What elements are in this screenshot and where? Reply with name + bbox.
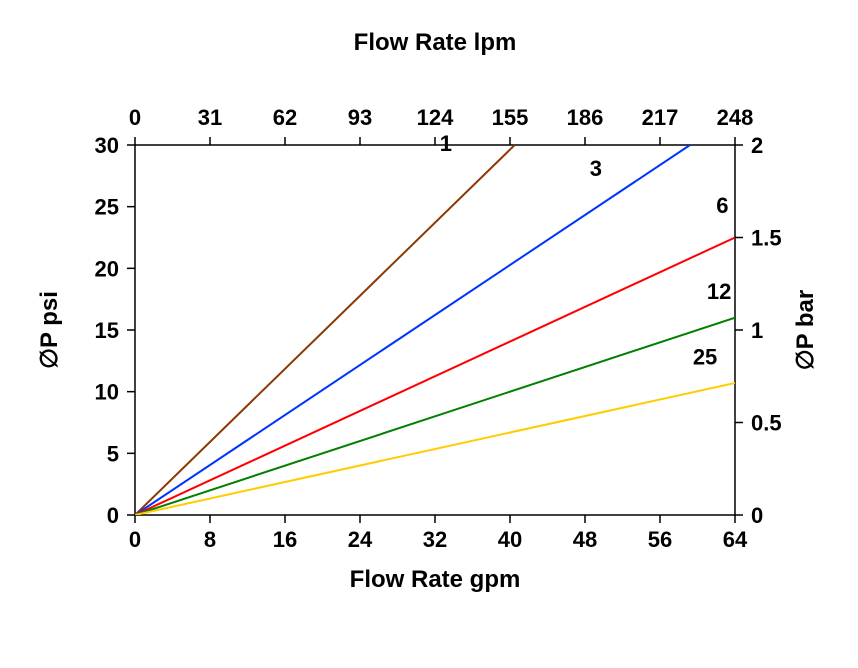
x-bottom-tick-label: 16 [273,527,297,552]
x-top-tick-label: 186 [567,105,604,130]
x-top-tick-label: 93 [348,105,372,130]
y-left-tick-label: 10 [95,380,119,405]
y-left-tick-label: 25 [95,195,119,220]
y-right-tick-label: 0 [751,503,763,528]
series-label-6: 6 [716,193,728,218]
y-left-tick-label: 0 [107,503,119,528]
y-left-tick-label: 15 [95,318,119,343]
x-bottom-tick-label: 32 [423,527,447,552]
x-bottom-tick-label: 48 [573,527,597,552]
y-right-tick-label: 1.5 [751,226,782,251]
y-left-title: ∅P psi [36,291,63,369]
y-right-title: ∅P bar [792,290,819,371]
x-top-tick-label: 31 [198,105,222,130]
series-label-1: 1 [440,131,452,156]
x-bottom-tick-label: 24 [348,527,373,552]
y-right-tick-label: 1 [751,318,763,343]
y-left-tick-label: 5 [107,441,119,466]
x-bottom-tick-label: 8 [204,527,216,552]
x-top-tick-label: 0 [129,105,141,130]
x-top-tick-label: 248 [717,105,754,130]
x-top-tick-label: 62 [273,105,297,130]
x-top-tick-label: 124 [417,105,454,130]
x-bottom-tick-label: 64 [723,527,748,552]
pressure-vs-flow-chart: 0816243240485664031629312415518621724805… [0,0,858,668]
x-bottom-tick-label: 56 [648,527,672,552]
x-bottom-tick-label: 40 [498,527,522,552]
series-label-12: 12 [707,279,731,304]
x-top-tick-label: 217 [642,105,679,130]
y-right-tick-label: 2 [751,133,763,158]
series-label-3: 3 [590,156,602,181]
y-left-tick-label: 20 [95,256,119,281]
x-bottom-tick-label: 0 [129,527,141,552]
x-top-title: Flow Rate lpm [354,29,517,56]
x-bottom-title: Flow Rate gpm [350,566,521,593]
y-left-tick-label: 30 [95,133,119,158]
series-label-25: 25 [693,345,717,370]
y-right-tick-label: 0.5 [751,411,782,436]
x-top-tick-label: 155 [492,105,529,130]
